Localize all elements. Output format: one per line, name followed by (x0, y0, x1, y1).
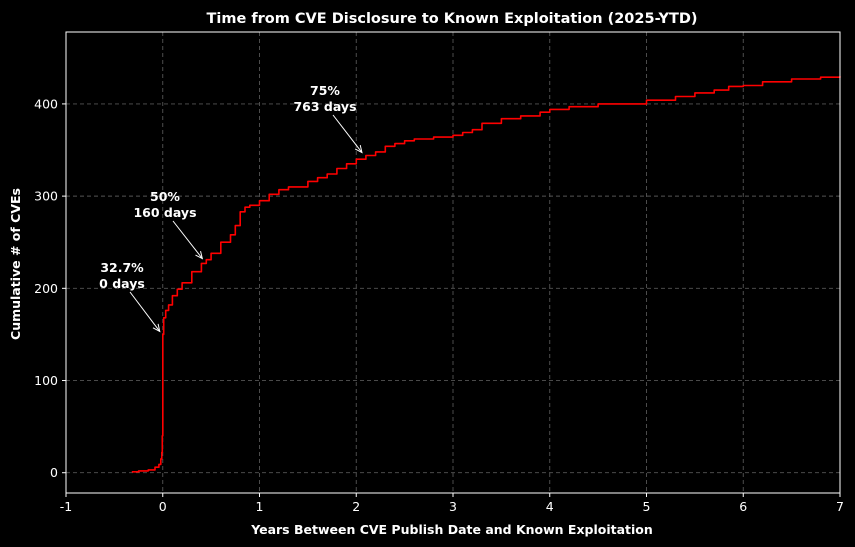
y-axis-ticks: 0 100 200 300 400 (34, 96, 66, 480)
x-tick-label: 6 (739, 499, 747, 514)
grid (66, 32, 840, 493)
x-axis-label: Years Between CVE Publish Date and Known… (250, 522, 653, 537)
x-tick-label: -1 (60, 499, 72, 514)
annotation-days: 763 days (293, 99, 356, 114)
x-tick-label: 5 (643, 499, 651, 514)
x-tick-label: 3 (449, 499, 457, 514)
annotation-arrowhead (152, 323, 161, 333)
x-tick-label: 1 (256, 499, 264, 514)
x-tick-label: 7 (836, 499, 844, 514)
y-axis-label: Cumulative # of CVEs (8, 188, 23, 340)
annotation-days: 160 days (133, 205, 196, 220)
x-tick-label: 2 (352, 499, 360, 514)
y-tick-label: 300 (34, 189, 58, 204)
annotation-arrowhead (195, 250, 204, 260)
y-tick-label: 400 (34, 96, 58, 111)
annotation-arrowhead (354, 144, 363, 154)
annotation: 32.7%0 days (99, 260, 161, 333)
chart-title: Time from CVE Disclosure to Known Exploi… (206, 11, 697, 27)
annotation-percent: 75% (310, 83, 340, 98)
series-line (131, 76, 841, 473)
annotation-days: 0 days (99, 276, 145, 291)
x-axis-ticks: -1 0 1 2 3 4 5 6 7 (60, 493, 844, 514)
annotation: 75%763 days (293, 83, 363, 154)
series-line-path (131, 76, 841, 473)
y-tick-label: 100 (34, 373, 58, 388)
y-tick-label: 200 (34, 281, 58, 296)
x-tick-label: 4 (546, 499, 554, 514)
annotation-arrow (172, 220, 203, 259)
annotation-arrow (332, 114, 363, 153)
annotation: 50%160 days (133, 189, 204, 260)
annotation-percent: 50% (150, 189, 180, 204)
x-tick-label: 0 (159, 499, 167, 514)
annotation-percent: 32.7% (100, 260, 144, 275)
y-tick-label: 0 (50, 465, 58, 480)
annotation-arrow (129, 291, 161, 332)
